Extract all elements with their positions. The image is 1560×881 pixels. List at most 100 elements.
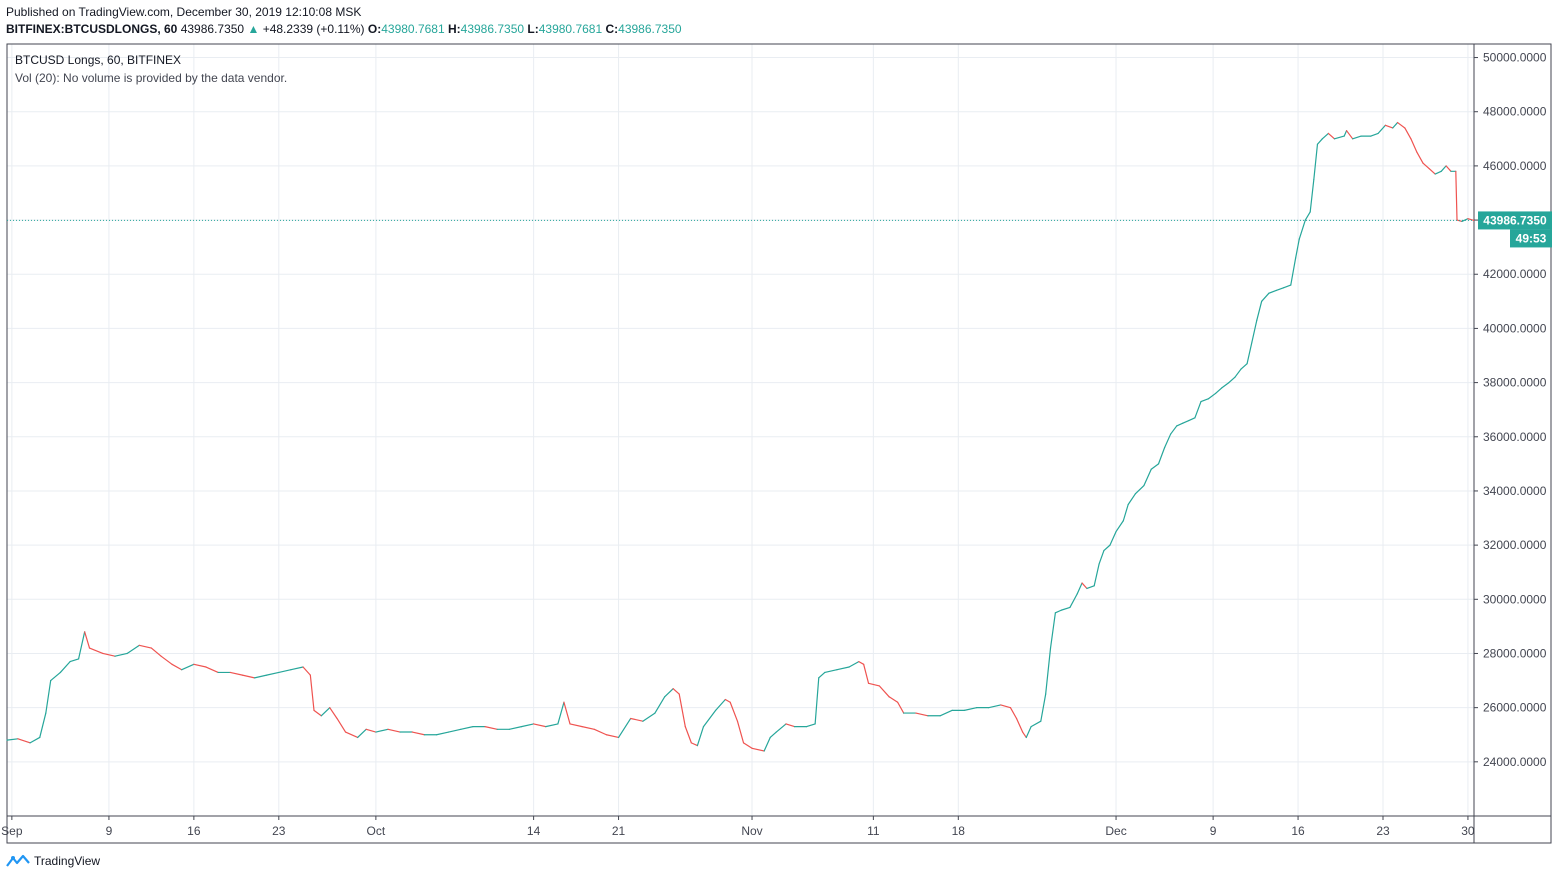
price-segment (1321, 132, 1329, 140)
footer-brand[interactable]: TradingView (6, 854, 100, 868)
price-segment (1207, 392, 1217, 400)
low-value: 43980.7681 (538, 22, 603, 36)
price-segment (365, 728, 377, 733)
price-segment (1333, 135, 1345, 140)
price-segment (88, 647, 104, 655)
price-segment (1256, 300, 1263, 321)
x-tick-label: 16 (187, 824, 201, 838)
price-segment (605, 734, 620, 739)
up-arrow-icon: ▲ (247, 22, 260, 36)
symbol-label[interactable]: BITFINEX:BTCUSDLONGS, 60 (6, 22, 178, 36)
x-tick-label: Nov (741, 824, 762, 838)
time-axis[interactable]: Sep 9 16 23 Oct 14 21 Nov 11 18 Dec 9 16 23 30 (1, 816, 1475, 838)
price-segment (77, 631, 86, 660)
x-tick-label: Oct (367, 824, 386, 838)
price-segment (1109, 530, 1117, 546)
price-segment (1396, 121, 1406, 129)
price-segment (1467, 218, 1475, 222)
price-segment (1098, 549, 1105, 565)
y-tick-label: 34000.0000 (1483, 484, 1547, 498)
price-segment (1069, 593, 1078, 609)
price-segment (888, 696, 899, 703)
price-segment (724, 698, 731, 703)
x-tick-label: 16 (1291, 824, 1305, 838)
last-price-text: 43986.7350 (1483, 213, 1547, 227)
open-value: 43980.7681 (381, 22, 445, 36)
price-segment (114, 652, 128, 657)
price-segment (1327, 132, 1336, 140)
price-segment (336, 717, 347, 733)
price-segment (1290, 257, 1297, 286)
price-segment (763, 736, 771, 752)
close-value: 43986.7350 (618, 22, 682, 36)
price-segment (1214, 387, 1223, 395)
y-tick-label: 46000.0000 (1483, 159, 1547, 173)
price-segment (751, 747, 765, 752)
price-segment (59, 660, 71, 674)
price-segment (617, 717, 632, 739)
volume-legend[interactable]: Vol (20): No volume is provided by the d… (15, 71, 288, 85)
price-segment (806, 723, 816, 728)
price-segment (742, 742, 753, 749)
x-tick-label: 30 (1461, 824, 1475, 838)
price-segment (814, 677, 820, 725)
price-segment (171, 663, 183, 671)
price-segment (1422, 162, 1430, 170)
price-segment (1316, 138, 1323, 145)
price-segment (581, 726, 595, 730)
price-segment (126, 644, 140, 655)
price-segment (729, 701, 739, 722)
price-segment (1282, 284, 1292, 289)
price-segment (1015, 717, 1024, 733)
price-segment (1194, 400, 1202, 419)
price-segment (1428, 168, 1436, 175)
y-tick-label: 40000.0000 (1483, 321, 1547, 335)
price-segment (84, 631, 91, 649)
price-segment (1093, 563, 1100, 587)
price-segment (1392, 121, 1399, 129)
price-segment (508, 726, 523, 730)
price-segment (460, 726, 474, 730)
price-segment (1352, 135, 1362, 140)
x-tick-label: 14 (527, 824, 541, 838)
price-segment (1246, 341, 1253, 365)
price-segment (593, 728, 608, 736)
price-segment (448, 728, 462, 733)
countdown-box (1510, 229, 1552, 248)
price-segment (1268, 289, 1277, 294)
price-segment (1234, 368, 1242, 378)
price-segment (1228, 376, 1236, 384)
price-segment (1416, 151, 1424, 164)
price-segment (1261, 292, 1270, 302)
chart-frame (6, 43, 1552, 844)
price-segment (329, 707, 338, 720)
price-segment (690, 742, 699, 747)
price-segment (1410, 138, 1418, 153)
x-tick-label: 21 (612, 824, 626, 838)
open-label: O: (367, 22, 382, 36)
price-segment (678, 693, 686, 728)
price-segment (715, 698, 726, 711)
price-segment (878, 685, 890, 698)
price-segment (836, 666, 850, 671)
low-label: L: (527, 22, 539, 36)
price-segment (1275, 287, 1285, 292)
price-segment (302, 666, 311, 676)
price-segment (1404, 127, 1412, 140)
price-segment (867, 682, 881, 687)
price-segment (193, 663, 207, 668)
series-legend[interactable]: BTCUSD Longs, 60, BITFINEX (15, 53, 182, 67)
price-segment (1157, 447, 1166, 465)
y-tick-label: 38000.0000 (1483, 376, 1547, 390)
price-segment (563, 701, 571, 725)
price-segment (988, 704, 1002, 709)
y-tick-label: 36000.0000 (1483, 430, 1547, 444)
price-segment (138, 644, 152, 649)
price-segment (1045, 647, 1052, 695)
price-segment (1176, 422, 1184, 427)
price-segment (1251, 319, 1258, 343)
price-segment (897, 701, 905, 714)
price-segment (266, 671, 280, 676)
price-axis[interactable]: 24000.0000 26000.0000 28000.0000 30000.0000… (1474, 51, 1547, 769)
